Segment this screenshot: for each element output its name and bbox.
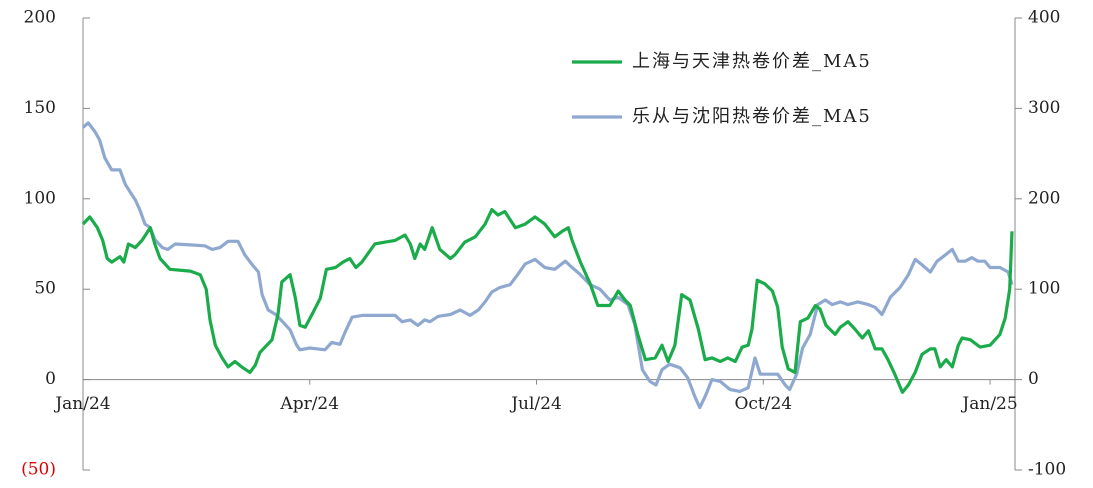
y2-tick-label: -100: [1028, 460, 1066, 480]
x-tick-label: Jan/25: [960, 394, 1017, 414]
legend-label: 上海与天津热卷价差_MA5: [632, 51, 872, 72]
y-tick-label: 100: [24, 188, 56, 208]
y2-tick-label: 300: [1028, 98, 1060, 118]
y2-tick-label: 0: [1028, 369, 1039, 389]
legend-label: 乐从与沈阳热卷价差_MA5: [632, 106, 872, 127]
y2-tick-label: 100: [1028, 279, 1060, 299]
series-line: [81, 208, 1014, 394]
x-tick-label: Apr/24: [279, 394, 339, 414]
y2-tick-label: 200: [1028, 188, 1060, 208]
y-tick-label: 150: [24, 98, 56, 118]
x-tick-label: Oct/24: [734, 394, 792, 414]
y-tick-label: 200: [24, 8, 56, 28]
y-tick-label: 0: [45, 369, 56, 389]
x-tick-label: Jan/24: [53, 394, 110, 414]
series-line: [81, 121, 1014, 410]
y-tick-label: 50: [34, 279, 56, 299]
x-tick-label: Jul/24: [509, 394, 562, 414]
y-tick-label: (50): [21, 460, 56, 480]
y2-tick-label: 400: [1028, 8, 1060, 28]
